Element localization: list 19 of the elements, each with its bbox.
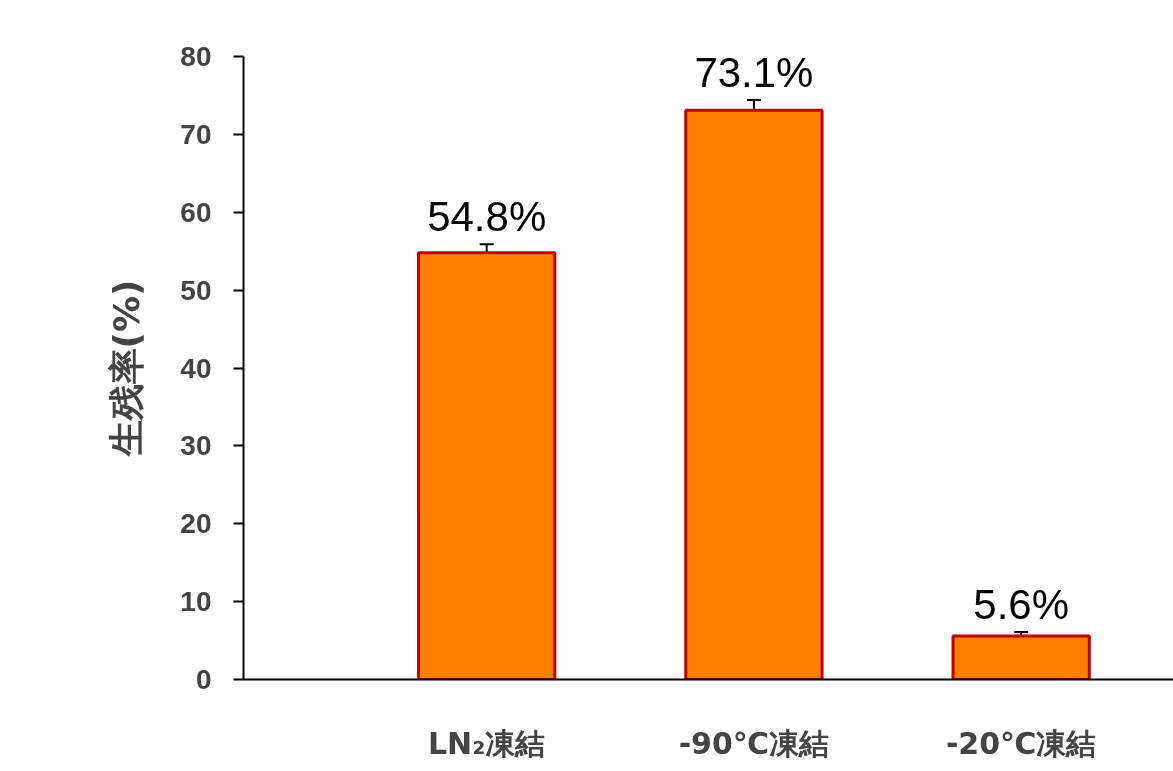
data-label: 73.1% [694,49,814,97]
y-tick-label: 70 [180,118,212,150]
data-label: 54.8% [427,193,547,241]
y-tick-label: 0 [195,664,212,695]
x-tick-label: LN₂凍結 [428,725,546,761]
bar [684,108,824,680]
bar [951,634,1091,680]
x-tick-label: -90℃凍結 [678,725,830,761]
data-label: 5.6% [973,581,1070,628]
y-tick-label: 50 [180,274,212,306]
y-tick-label: 40 [180,352,212,384]
y-tick-label: 60 [180,196,212,228]
x-tick-label: -20℃凍結 [945,725,1097,761]
y-axis-title: 生残率(%) [106,279,148,458]
y-tick-label: 80 [180,41,212,72]
bar [417,251,557,680]
y-tick-label: 30 [180,430,212,462]
y-tick-label: 20 [180,508,212,540]
y-tick-label: 10 [180,586,212,618]
